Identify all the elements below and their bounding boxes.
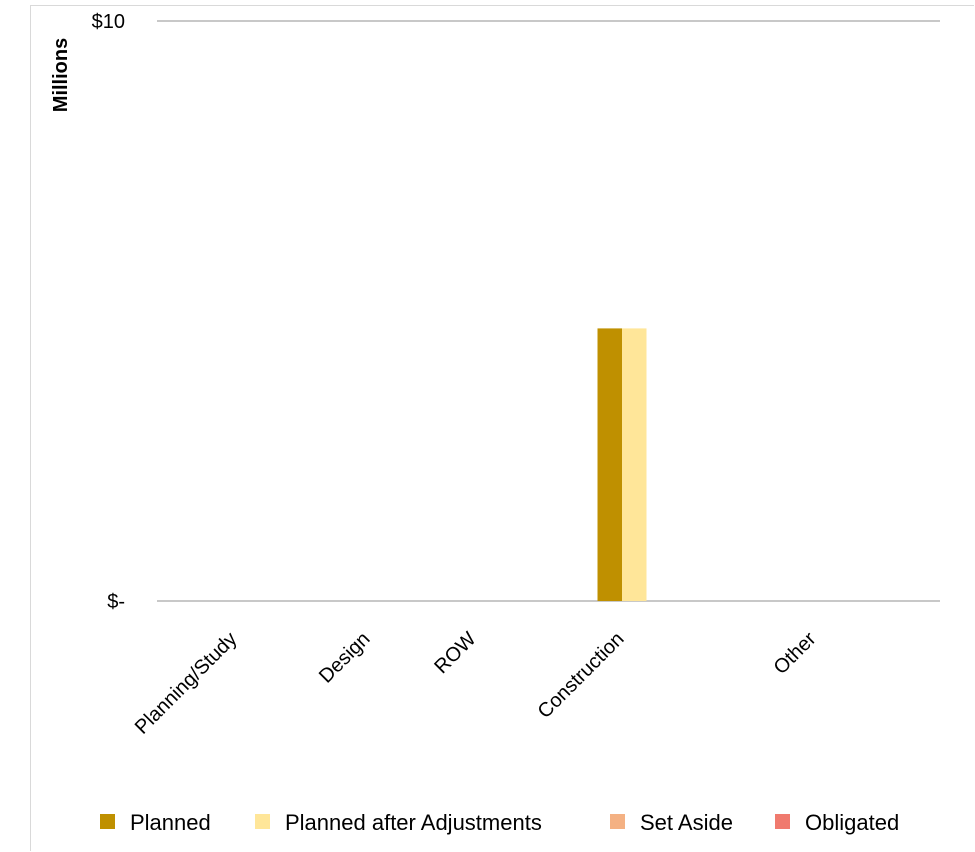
y-tick-label: $10 — [92, 11, 125, 33]
bar-construction-planned — [597, 328, 622, 601]
legend: Planned Planned after Adjustments Set Asid… — [100, 810, 899, 835]
x-tick-label: Design — [315, 628, 375, 688]
legend-swatch-set-aside — [610, 814, 625, 829]
legend-label: Planned after Adjustments — [285, 810, 542, 835]
y-axis-label: Millions — [50, 38, 72, 112]
y-tick-label: $- — [107, 591, 125, 613]
legend-swatch-obligated — [775, 814, 790, 829]
x-tick-label: ROW — [430, 628, 480, 678]
x-tick-label: Other — [770, 628, 821, 679]
legend-swatch-planned-after-adjustments — [255, 814, 270, 829]
chart-frame — [30, 5, 974, 851]
y-tick-labels: $10 $- — [92, 11, 125, 613]
x-tick-label: Construction — [534, 628, 629, 723]
bar-construction-planned-after-adjustments — [622, 328, 647, 601]
gridlines — [157, 20, 940, 602]
legend-label: Set Aside — [640, 810, 733, 835]
legend-label: Obligated — [805, 810, 899, 835]
x-tick-labels: Planning/Study Design ROW Construction Other — [131, 628, 821, 739]
x-tick-label: Planning/Study — [131, 628, 242, 739]
legend-swatch-planned — [100, 814, 115, 829]
bars — [597, 328, 647, 601]
legend-label: Planned — [130, 810, 211, 835]
